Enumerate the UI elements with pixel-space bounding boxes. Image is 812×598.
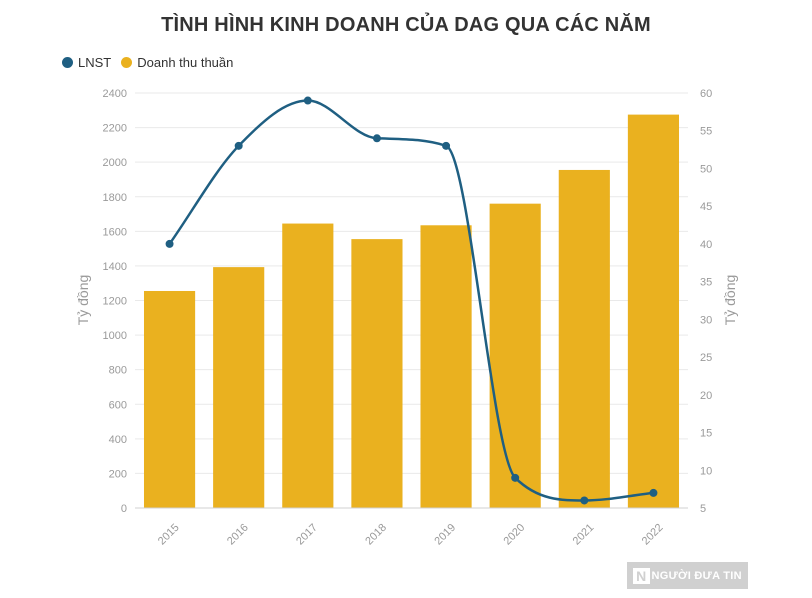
point-lnst-2019 <box>442 141 451 150</box>
bar-doanh-thu-2020 <box>489 203 541 508</box>
x-tick-label: 2016 <box>225 522 251 548</box>
y2-tick-label: 15 <box>700 428 712 440</box>
x-tick-label: 2020 <box>502 522 528 548</box>
y2-axis-title: Tỷ đồng <box>722 275 738 326</box>
y-tick-label: 0 <box>121 503 127 515</box>
legend-item-lnst[interactable]: LNST <box>62 55 111 70</box>
y2-tick-label: 30 <box>700 314 712 326</box>
x-tick-label: 2022 <box>640 522 666 548</box>
x-tick-label: 2019 <box>432 522 458 548</box>
y-tick-label: 1600 <box>103 226 127 238</box>
point-lnst-2022 <box>649 488 658 497</box>
y2-tick-label: 50 <box>700 163 712 175</box>
y2-tick-label: 20 <box>700 390 712 402</box>
x-tick-label: 2021 <box>571 522 597 548</box>
y2-tick-label: 55 <box>700 126 712 138</box>
bar-doanh-thu-2017 <box>282 223 334 509</box>
y-tick-label: 800 <box>109 365 127 377</box>
point-lnst-2017 <box>303 96 312 105</box>
line-lnst <box>168 99 654 502</box>
bar-doanh-thu-2021 <box>558 169 610 508</box>
y2-tick-label: 35 <box>700 277 712 289</box>
watermark-logo: N NGƯỜI ĐƯA TIN <box>627 562 748 589</box>
legend-swatch-lnst <box>62 57 73 68</box>
y2-tick-label: 45 <box>700 201 712 213</box>
y-tick-label: 2000 <box>103 157 127 169</box>
point-lnst-2016 <box>234 141 243 150</box>
y2-tick-label: 5 <box>700 503 706 515</box>
legend-label-doanh-thu: Doanh thu thuần <box>137 55 234 70</box>
legend-label-lnst: LNST <box>78 55 112 70</box>
y-tick-label: 1800 <box>103 192 127 204</box>
legend-swatch-doanh-thu <box>121 57 133 68</box>
point-lnst-2020 <box>511 473 520 482</box>
y-tick-label: 400 <box>109 434 127 446</box>
x-tick-label: 2018 <box>363 522 389 548</box>
point-lnst-2018 <box>372 134 381 143</box>
bar-doanh-thu-2019 <box>420 225 472 508</box>
bar-doanh-thu-2022 <box>627 114 680 508</box>
y-tick-label: 600 <box>109 399 127 411</box>
point-lnst-2015 <box>165 239 174 248</box>
y-tick-label: 2200 <box>103 123 127 135</box>
chart-legend: LNST Doanh thu thuần <box>62 55 243 70</box>
watermark-badge: N <box>633 567 650 584</box>
y-tick-label: 1000 <box>103 330 127 342</box>
y-axis-title: Tỷ đồng <box>75 275 91 326</box>
watermark-text: NGƯỜI ĐƯA TIN <box>651 569 742 582</box>
y2-tick-label: 10 <box>700 465 712 477</box>
y-tick-label: 200 <box>109 468 127 480</box>
bar-doanh-thu-2018 <box>351 239 403 509</box>
x-tick-label: 2015 <box>156 522 182 548</box>
y2-tick-label: 40 <box>700 239 712 251</box>
chart-title: TÌNH HÌNH KINH DOANH CỦA DAG QUA CÁC NĂM <box>161 14 651 36</box>
bar-doanh-thu-2016 <box>213 267 265 508</box>
point-lnst-2021 <box>580 496 589 505</box>
x-tick-label: 2017 <box>294 522 320 548</box>
bar-doanh-thu-2015 <box>143 290 196 508</box>
y-tick-label: 1200 <box>103 296 127 308</box>
y2-tick-label: 60 <box>700 88 712 100</box>
y-tick-label: 1400 <box>103 261 127 273</box>
y-tick-label: 2400 <box>103 88 127 100</box>
legend-item-doanh-thu[interactable]: Doanh thu thuần <box>121 55 233 70</box>
y2-tick-label: 25 <box>700 352 712 364</box>
